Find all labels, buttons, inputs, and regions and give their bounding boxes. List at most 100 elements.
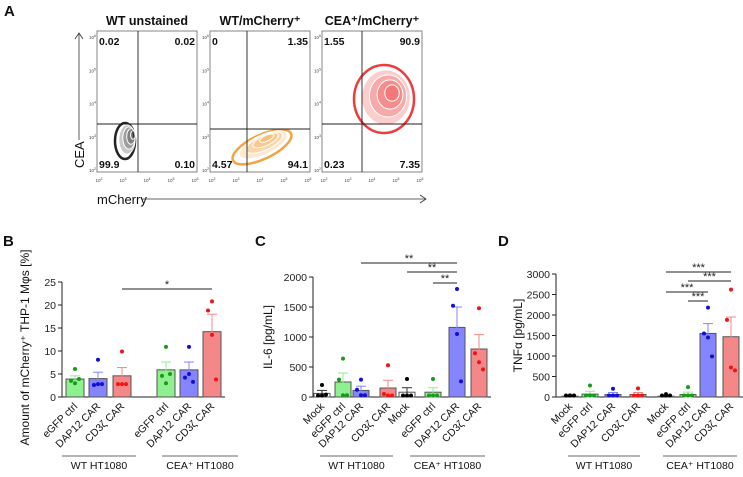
data-point (668, 393, 672, 398)
data-point (92, 383, 96, 388)
group-label: WT HT1080 (576, 460, 633, 472)
data-point (390, 393, 394, 398)
tick-exponent: 2 (326, 177, 328, 181)
contour-level (352, 63, 416, 135)
data-point (725, 317, 729, 322)
data-point (455, 287, 459, 291)
data-point (324, 392, 328, 397)
x-log-tick: 102 (321, 177, 328, 183)
x-log-tick: 103 (233, 177, 240, 183)
data-point (431, 377, 435, 381)
data-point (345, 393, 349, 398)
x-log-tick: 103 (345, 177, 352, 183)
data-point (210, 332, 214, 337)
y-axis-label: Amount of mCherry⁺ THP-1 Mφs [%] (18, 250, 32, 446)
contour-level (259, 133, 275, 143)
flow-plot-title: CEA⁺/mCherry⁺ (325, 14, 420, 28)
data-point (427, 393, 431, 398)
tick-exponent: 5 (398, 177, 400, 181)
data-point (615, 393, 619, 398)
y-tick-label: 0 (301, 392, 307, 404)
x-log-tick: 105 (281, 177, 288, 183)
flow-plot-frame (321, 30, 423, 173)
data-point (632, 393, 636, 398)
quadrant-bottom-left: 4.57 (212, 159, 233, 171)
data-point (435, 393, 439, 398)
tick-exponent: 5 (319, 67, 321, 71)
data-point (584, 393, 588, 398)
data-point (729, 287, 733, 292)
contour-level (130, 130, 136, 140)
data-point (568, 393, 572, 398)
data-point (451, 303, 455, 308)
group-label: CEA⁺ HT1080 (414, 460, 482, 472)
x-log-tick: 105 (393, 177, 400, 183)
data-point (168, 372, 172, 376)
y-log-tick: 102 (89, 167, 96, 173)
tick-exponent: 5 (207, 67, 209, 71)
y-tick-label: 15 (44, 323, 56, 335)
data-point (341, 393, 345, 398)
data-point (611, 393, 615, 398)
tick-exponent: 4 (262, 177, 264, 181)
quadrant-top-right: 90.9 (400, 36, 421, 48)
data-point (341, 356, 345, 361)
x-log-tick: 106 (417, 177, 424, 183)
tick-exponent: 2 (94, 167, 96, 171)
tick-exponent: 6 (197, 177, 199, 181)
tick-exponent: 4 (94, 101, 96, 105)
data-point (702, 331, 706, 336)
data-point (116, 382, 120, 387)
y-tick-label: 0 (544, 392, 550, 404)
data-point (431, 393, 435, 398)
quadrant-top-left: 0.02 (99, 36, 120, 48)
y-log-tick: 106 (202, 34, 209, 40)
quadrant-bottom-left: 99.9 (99, 159, 120, 171)
tick-exponent: 6 (310, 177, 312, 181)
data-point (359, 393, 363, 398)
y-tick-label: 25 (44, 277, 56, 289)
tick-exponent: 6 (422, 177, 424, 181)
significance-label: *** (692, 262, 706, 274)
data-point (77, 377, 81, 382)
tick-exponent: 2 (214, 177, 216, 181)
y-tick-label: 1000 (284, 332, 308, 344)
data-point (69, 378, 73, 383)
data-point (572, 393, 576, 398)
data-point (183, 375, 187, 380)
data-point (401, 393, 405, 398)
data-point (710, 354, 714, 359)
data-point (214, 377, 218, 382)
group-label: WT HT1080 (328, 460, 385, 472)
x-log-tick: 102 (96, 177, 103, 183)
contour-group (231, 128, 293, 166)
y-tick-label: 2500 (527, 290, 551, 302)
tick-exponent: 2 (101, 177, 103, 181)
data-point (733, 368, 737, 373)
data-point (636, 386, 640, 391)
data-point (607, 393, 611, 398)
tick-exponent: 6 (207, 34, 209, 38)
cea-arrow-head-icon (74, 32, 84, 40)
tick-exponent: 2 (207, 167, 209, 171)
data-point (73, 381, 77, 386)
group-label: WT HT1080 (71, 460, 128, 472)
data-point (588, 383, 592, 388)
data-point (316, 393, 320, 398)
data-point (455, 332, 459, 336)
data-point (686, 393, 690, 398)
y-log-tick: 105 (89, 67, 96, 73)
data-point (405, 393, 409, 398)
y-tick-label: 1000 (527, 351, 551, 363)
data-point (660, 393, 664, 398)
tick-exponent: 5 (94, 67, 96, 71)
contour-level (252, 132, 279, 149)
y-log-tick: 103 (202, 134, 209, 140)
data-point (386, 363, 390, 368)
y-log-tick: 102 (202, 167, 209, 173)
y-log-tick: 103 (314, 134, 321, 140)
data-point (160, 373, 164, 378)
tick-exponent: 3 (350, 177, 352, 181)
